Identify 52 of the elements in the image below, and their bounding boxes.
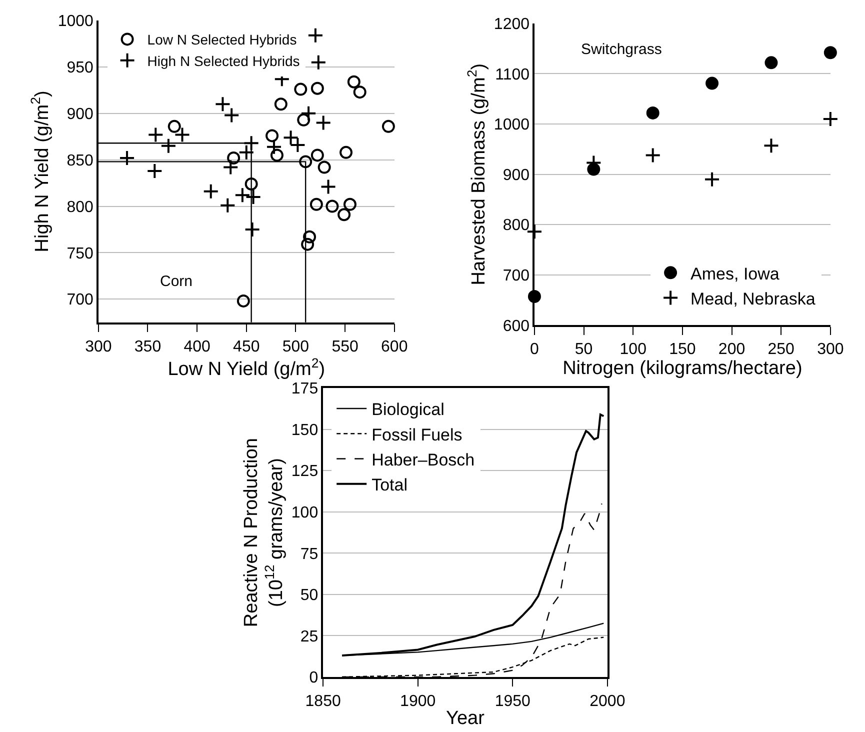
legend-label: Fossil Fuels [372,425,462,444]
y-tick-label: 900 [502,166,530,184]
y-tick-label: 900 [66,106,94,124]
x-tick-label: 350 [134,338,162,356]
y-tick-label: 100 [291,504,318,522]
legend-label: Haber–Bosch [372,450,475,470]
annotation: Corn [160,273,193,290]
legend-label: High N Selected Hybrids [147,52,300,69]
y-tick-label: 800 [502,217,530,234]
y-tick-label: 850 [66,152,94,170]
y-tick-label: 150 [291,422,318,439]
x-tick-label: 1950 [494,692,531,710]
legend-label: Ames, Iowa [690,264,780,284]
x-tick-label: 100 [620,341,647,358]
y-tick-label: 1000 [58,13,94,30]
y-tick-label: 125 [291,463,318,480]
y-tick-label: 0 [309,670,318,687]
x-tick-label: 200 [718,341,746,358]
x-tick-label: 400 [184,338,211,356]
legend-label: Low N Selected Hybrids [147,32,297,48]
x-axis-title: Year [446,708,486,730]
y-tick-label: 700 [502,267,530,284]
y-tick-label: 75 [300,546,318,563]
x-tick-label: 450 [233,338,260,356]
x-tick-label: 500 [282,338,310,356]
y-tick-label: 175 [291,380,318,398]
x-tick-label: 300 [817,341,844,358]
x-axis-title: Low N Yield (g/m$^{2}$) [168,355,326,380]
x-tick-label: 600 [381,338,408,356]
x-tick-label: 150 [669,341,696,358]
legend-label: Biological [372,400,444,420]
x-tick-label: 550 [332,338,358,356]
x-tick-label: 2000 [590,692,626,710]
legend-label: Total [372,475,408,494]
y-tick-label: 950 [66,60,94,77]
y-tick-label: 25 [300,628,318,646]
y-tick-label: 600 [502,318,530,335]
x-tick-label: 1850 [305,692,341,710]
y-tick-label: 1000 [494,116,530,134]
y-tick-label: 750 [66,245,94,262]
legend-label: Mead, Nebraska [690,289,816,308]
x-tick-label: 300 [85,338,112,356]
x-tick-label: 1900 [400,692,436,710]
y-tick-label: 1100 [495,66,530,84]
x-axis-title: Nitrogen (kilograms/hectare) [562,358,802,380]
annotation: Switchgrass [581,41,662,58]
x-tick-label: 250 [768,341,795,358]
y-tick-label: 800 [66,198,94,216]
y-tick-label: 700 [66,292,94,309]
y-tick-label: 1200 [494,16,530,34]
x-tick-label: 50 [574,341,593,358]
y-tick-label: 50 [300,587,318,604]
